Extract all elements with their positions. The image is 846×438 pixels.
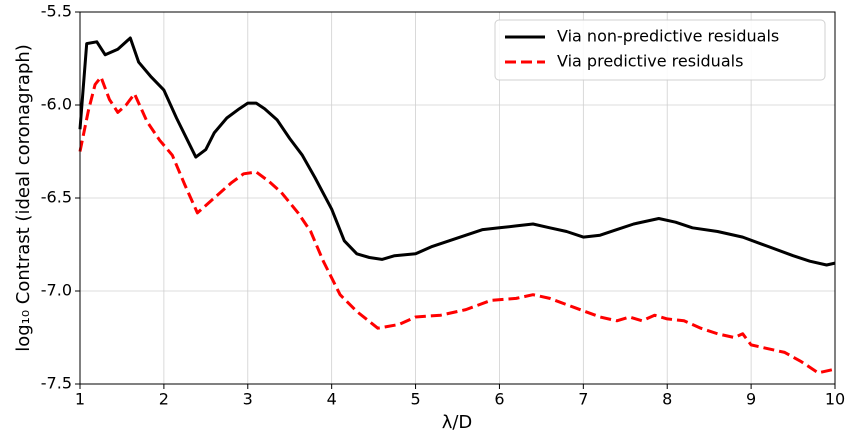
y-tick-label: -7.0	[41, 281, 72, 300]
x-tick-label: 3	[243, 390, 253, 409]
legend-box	[494, 19, 826, 81]
x-tick-label: 4	[327, 390, 337, 409]
legend-label: Via non-predictive residuals	[557, 27, 779, 46]
x-tick-label: 1	[75, 390, 85, 409]
y-tick-label: -5.5	[41, 2, 72, 21]
x-tick-label: 10	[825, 390, 845, 409]
series-line	[78, 75, 836, 375]
x-tick-label: 2	[159, 390, 169, 409]
y-tick-label: -7.5	[41, 374, 72, 393]
plot-frame	[79, 11, 836, 385]
legend-label: Via predictive residuals	[557, 52, 743, 71]
x-tick-label: 8	[662, 390, 672, 409]
x-tick-label: 7	[578, 390, 588, 409]
x-tick-label: 5	[410, 390, 420, 409]
x-tick-label: 6	[494, 390, 504, 409]
series-line	[78, 36, 836, 267]
x-axis-label: λ/D	[442, 412, 473, 433]
y-axis-label: log₁₀ Contrast (ideal coronagraph)	[13, 44, 34, 352]
y-tick-label: -6.0	[41, 95, 72, 114]
x-tick-label: 9	[746, 390, 756, 409]
y-tick-label: -6.5	[41, 188, 72, 207]
legend: Via non-predictive residuals Via predicti…	[494, 19, 826, 81]
